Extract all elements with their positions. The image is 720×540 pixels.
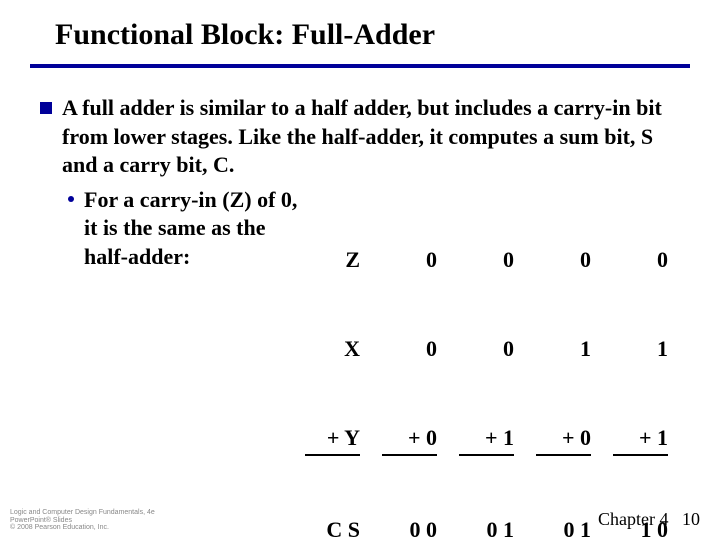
label-plus-y: + Y: [305, 423, 360, 456]
cell: 0: [613, 245, 668, 275]
table-col: 0 0 + 1 0 1: [459, 186, 514, 540]
footer-chapter: Chapter 4: [598, 509, 668, 529]
label-x: X: [305, 334, 360, 364]
cell: 1: [613, 334, 668, 364]
sub-bullet-1-text: For a carry-in (Z) of 0, it is the same …: [84, 186, 305, 272]
table-labels-col: Z X + Y C S: [305, 186, 360, 540]
footer-copyright: Logic and Computer Design Fundamentals, …: [10, 509, 155, 532]
main-bullet-text: A full adder is similar to a half adder,…: [62, 94, 662, 180]
title-underline: [30, 64, 690, 68]
cell: 0: [459, 245, 514, 275]
cell: + 1: [459, 423, 514, 456]
truth-table-z0: Z X + Y C S 0 0 + 0 0 0 0 0 + 1 0 1: [305, 186, 668, 540]
slide-title: Functional Block: Full-Adder: [55, 18, 435, 52]
square-bullet-icon: [40, 102, 52, 114]
cell: + 0: [536, 423, 591, 456]
slide-body: A full adder is similar to a half adder,…: [40, 94, 680, 540]
table-col: 0 0 + 0 0 0: [382, 186, 437, 540]
dot-bullet-icon: [68, 196, 74, 202]
table-col: 0 1 + 0 0 1: [536, 186, 591, 540]
cell: 0: [459, 334, 514, 364]
footer-line-1: Logic and Computer Design Fundamentals, …: [10, 509, 155, 517]
sub-bullet-1-row: For a carry-in (Z) of 0, it is the same …: [40, 186, 680, 540]
cell: + 1: [613, 423, 668, 456]
label-z: Z: [305, 245, 360, 275]
slide: Functional Block: Full-Adder A full adde…: [0, 0, 720, 540]
cell: 1: [536, 334, 591, 364]
cell: 0: [382, 334, 437, 364]
footer-line-3: © 2008 Pearson Education, Inc.: [10, 524, 155, 532]
cell: 0 0: [382, 515, 437, 540]
footer-page-number: 10: [682, 509, 700, 529]
cell: 0: [382, 245, 437, 275]
bullet-main: A full adder is similar to a half adder,…: [40, 94, 680, 180]
cell: 0 1: [459, 515, 514, 540]
cell: + 0: [382, 423, 437, 456]
footer-page-info: Chapter 4 10: [598, 509, 700, 530]
label-cs: C S: [305, 515, 360, 540]
cell: 0 1: [536, 515, 591, 540]
cell: 0: [536, 245, 591, 275]
table-col: 0 1 + 1 1 0: [613, 186, 668, 540]
